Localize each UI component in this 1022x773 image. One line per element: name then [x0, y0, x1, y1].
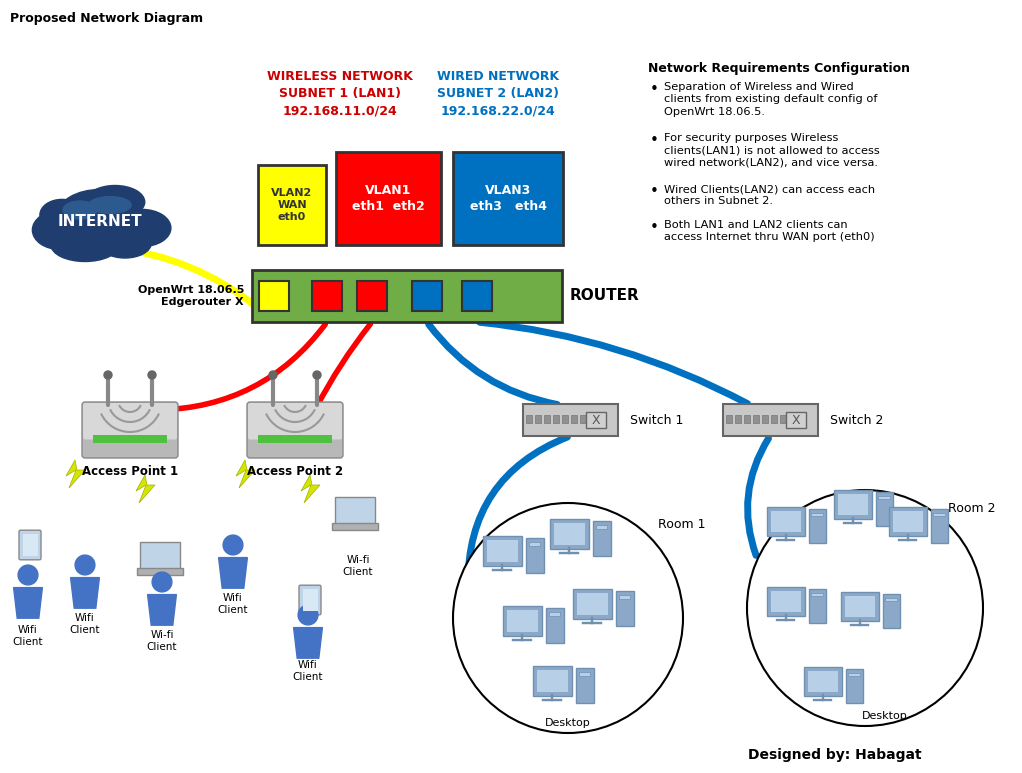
Text: Desktop: Desktop	[863, 711, 908, 721]
FancyBboxPatch shape	[537, 670, 567, 692]
Text: Switch 2: Switch 2	[830, 414, 883, 427]
Text: For security purposes Wireless
clients(LAN1) is not allowed to access
wired netw: For security purposes Wireless clients(L…	[664, 133, 880, 168]
FancyBboxPatch shape	[616, 591, 634, 626]
FancyBboxPatch shape	[575, 668, 594, 703]
Text: Wired Clients(LAN2) can access each
others in Subnet 2.: Wired Clients(LAN2) can access each othe…	[664, 184, 875, 206]
FancyBboxPatch shape	[883, 594, 900, 628]
Text: Desktop: Desktop	[545, 718, 591, 728]
Circle shape	[152, 572, 172, 592]
Text: Both LAN1 and LAN2 clients can
access Internet thru WAN port (eth0): Both LAN1 and LAN2 clients can access In…	[664, 220, 875, 243]
Text: X: X	[591, 414, 600, 427]
FancyBboxPatch shape	[312, 281, 342, 311]
FancyBboxPatch shape	[258, 435, 332, 443]
Ellipse shape	[85, 186, 145, 219]
FancyBboxPatch shape	[412, 281, 442, 311]
Text: Room 1: Room 1	[658, 518, 705, 531]
Polygon shape	[147, 594, 177, 625]
Ellipse shape	[89, 196, 131, 213]
FancyBboxPatch shape	[931, 509, 948, 543]
Text: ROUTER: ROUTER	[570, 288, 640, 304]
FancyBboxPatch shape	[503, 606, 542, 636]
FancyBboxPatch shape	[618, 595, 631, 598]
Text: Switch 1: Switch 1	[630, 414, 684, 427]
FancyBboxPatch shape	[570, 415, 576, 423]
Ellipse shape	[33, 210, 88, 250]
FancyBboxPatch shape	[878, 496, 890, 499]
FancyBboxPatch shape	[252, 270, 562, 322]
FancyBboxPatch shape	[780, 415, 786, 423]
Circle shape	[148, 371, 156, 379]
FancyBboxPatch shape	[768, 587, 804, 616]
FancyBboxPatch shape	[576, 593, 608, 615]
FancyBboxPatch shape	[331, 523, 378, 530]
FancyBboxPatch shape	[579, 415, 586, 423]
FancyBboxPatch shape	[299, 585, 321, 615]
Circle shape	[298, 605, 318, 625]
Text: •: •	[650, 184, 659, 199]
Text: Wi-fi
Client: Wi-fi Client	[342, 555, 373, 577]
FancyBboxPatch shape	[761, 415, 768, 423]
Text: •: •	[650, 133, 659, 148]
Text: Wifi
Client: Wifi Client	[218, 593, 248, 615]
FancyBboxPatch shape	[546, 608, 563, 643]
FancyBboxPatch shape	[723, 404, 818, 436]
FancyBboxPatch shape	[786, 412, 805, 428]
FancyBboxPatch shape	[248, 403, 342, 440]
FancyBboxPatch shape	[247, 402, 343, 458]
FancyBboxPatch shape	[834, 490, 872, 519]
FancyBboxPatch shape	[486, 540, 517, 562]
Circle shape	[75, 555, 95, 575]
Text: Wifi
Client: Wifi Client	[69, 613, 100, 635]
Ellipse shape	[57, 189, 142, 240]
FancyBboxPatch shape	[768, 507, 804, 536]
FancyBboxPatch shape	[140, 542, 180, 569]
FancyBboxPatch shape	[535, 415, 541, 423]
Polygon shape	[66, 460, 85, 488]
FancyBboxPatch shape	[893, 511, 923, 532]
FancyBboxPatch shape	[726, 415, 732, 423]
FancyBboxPatch shape	[525, 415, 531, 423]
Text: INTERNET: INTERNET	[57, 214, 142, 230]
FancyBboxPatch shape	[885, 598, 896, 601]
FancyBboxPatch shape	[743, 415, 749, 423]
FancyBboxPatch shape	[137, 568, 183, 574]
FancyBboxPatch shape	[532, 666, 571, 696]
FancyBboxPatch shape	[933, 513, 944, 516]
Ellipse shape	[99, 228, 151, 258]
FancyBboxPatch shape	[82, 402, 178, 458]
Text: VLAN1
eth1  eth2: VLAN1 eth1 eth2	[353, 185, 425, 213]
FancyBboxPatch shape	[22, 533, 38, 557]
FancyBboxPatch shape	[336, 152, 442, 245]
FancyBboxPatch shape	[808, 509, 826, 543]
FancyBboxPatch shape	[596, 525, 607, 529]
FancyBboxPatch shape	[771, 415, 777, 423]
FancyBboxPatch shape	[572, 589, 611, 619]
Text: Wifi
Client: Wifi Client	[12, 625, 43, 646]
FancyBboxPatch shape	[93, 435, 167, 443]
Text: Network Requirements Configuration: Network Requirements Configuration	[648, 62, 910, 75]
Text: •: •	[650, 82, 659, 97]
FancyBboxPatch shape	[507, 610, 538, 632]
Text: WIRELESS NETWORK
SUBNET 1 (LAN1)
192.168.11.0/24: WIRELESS NETWORK SUBNET 1 (LAN1) 192.168…	[267, 70, 413, 117]
FancyBboxPatch shape	[544, 415, 550, 423]
FancyBboxPatch shape	[589, 415, 595, 423]
FancyBboxPatch shape	[550, 519, 589, 549]
Text: •: •	[650, 220, 659, 235]
Text: X: X	[791, 414, 800, 427]
FancyBboxPatch shape	[848, 673, 860, 676]
FancyBboxPatch shape	[735, 415, 741, 423]
FancyBboxPatch shape	[771, 591, 801, 612]
Circle shape	[223, 535, 243, 555]
Circle shape	[313, 371, 321, 379]
Circle shape	[453, 503, 683, 733]
FancyBboxPatch shape	[845, 596, 875, 617]
FancyBboxPatch shape	[593, 520, 610, 556]
Circle shape	[747, 490, 983, 726]
Text: Proposed Network Diagram: Proposed Network Diagram	[10, 12, 203, 25]
Text: Wifi
Client: Wifi Client	[292, 660, 323, 682]
FancyBboxPatch shape	[838, 494, 868, 515]
Polygon shape	[71, 577, 99, 608]
FancyBboxPatch shape	[528, 542, 541, 546]
FancyBboxPatch shape	[553, 415, 558, 423]
FancyBboxPatch shape	[462, 281, 492, 311]
